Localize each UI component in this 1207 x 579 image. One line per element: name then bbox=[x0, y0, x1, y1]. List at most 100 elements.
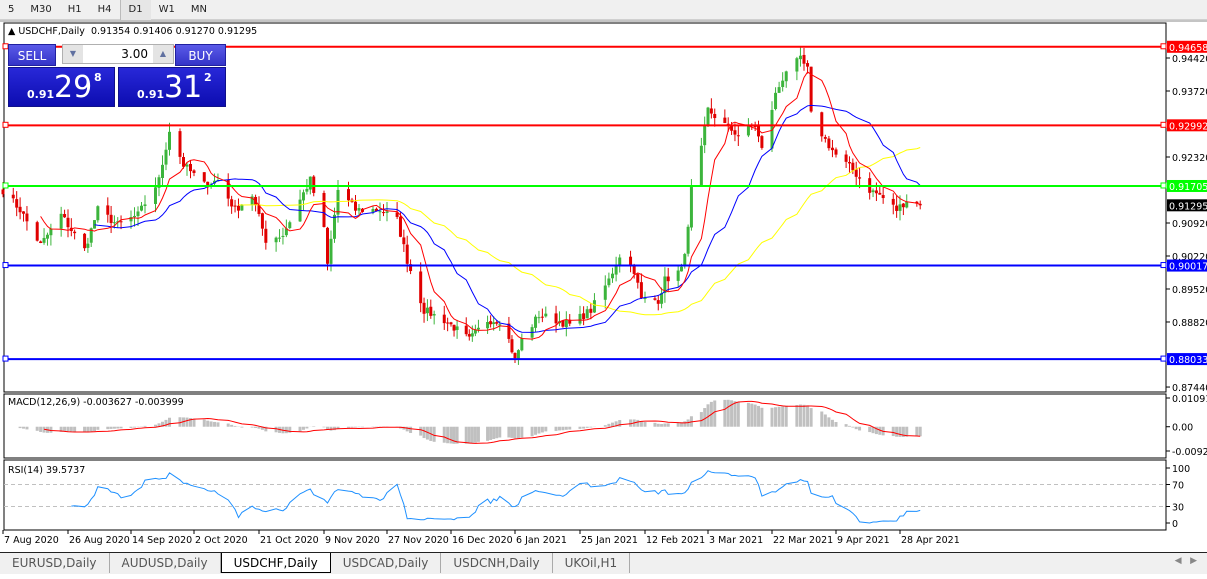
tab-usdchf[interactable]: USDCHF,Daily bbox=[220, 553, 331, 573]
buy-button[interactable]: BUY bbox=[175, 44, 226, 66]
bear-candle bbox=[449, 322, 453, 325]
macd-histogram-bar bbox=[806, 405, 810, 427]
macd-histogram-bar bbox=[93, 426, 97, 432]
bull-candle bbox=[336, 189, 340, 215]
macd-histogram-bar bbox=[66, 426, 70, 432]
rsi-panel[interactable] bbox=[3, 459, 1167, 531]
macd-histogram-bar bbox=[452, 426, 456, 444]
bear-candle bbox=[257, 204, 261, 214]
bull-candle bbox=[607, 278, 611, 286]
sell-price-button[interactable]: 0.91 29 8 bbox=[8, 67, 115, 107]
macd-histogram-bar bbox=[298, 426, 302, 432]
macd-histogram-bar bbox=[216, 422, 220, 427]
date-axis-label: 22 Mar 2021 bbox=[773, 535, 833, 546]
level-handle[interactable] bbox=[1160, 43, 1167, 50]
macd-label: MACD(12,26,9) -0.003627 -0.003999 bbox=[8, 397, 184, 408]
bull-candle bbox=[154, 187, 157, 204]
macd-histogram-bar bbox=[603, 425, 607, 427]
bear-candle bbox=[189, 163, 192, 172]
increase-lot-icon[interactable]: ▲ bbox=[153, 45, 173, 63]
timeframe-5[interactable]: 5 bbox=[8, 3, 15, 15]
macd-histogram-bar bbox=[336, 426, 340, 429]
buy-price-pip: 2 bbox=[204, 71, 212, 84]
level-handle[interactable] bbox=[2, 355, 9, 362]
macd-histogram-bar bbox=[425, 426, 429, 440]
bear-candle bbox=[918, 203, 922, 206]
bear-candle bbox=[632, 266, 636, 274]
macd-histogram-bar bbox=[746, 402, 750, 427]
bull-candle bbox=[45, 234, 49, 239]
date-axis-label: 6 Jan 2021 bbox=[516, 535, 567, 546]
bear-candle bbox=[830, 147, 834, 151]
bull-candle bbox=[274, 237, 278, 243]
macd-histogram-bar bbox=[39, 426, 43, 432]
tab-usdcnh[interactable]: USDCNH,Daily bbox=[441, 553, 553, 573]
macd-histogram-bar bbox=[86, 426, 90, 433]
macd-histogram-bar bbox=[540, 426, 544, 433]
macd-histogram-bar bbox=[874, 426, 878, 435]
level-handle[interactable] bbox=[1160, 355, 1167, 362]
macd-histogram-bar bbox=[209, 421, 213, 427]
bear-candle bbox=[83, 233, 87, 249]
level-price-tag bbox=[1167, 40, 1207, 53]
level-handle[interactable] bbox=[2, 182, 9, 189]
level-handle[interactable] bbox=[1160, 262, 1167, 269]
buy-price-button[interactable]: 0.91 31 2 bbox=[118, 67, 226, 107]
decrease-lot-icon[interactable]: ▼ bbox=[63, 45, 83, 63]
sell-button[interactable]: SELL bbox=[8, 44, 56, 66]
level-handle[interactable] bbox=[1160, 121, 1167, 128]
lot-size-stepper[interactable]: ▼ 3.00 ▲ bbox=[62, 44, 174, 64]
bull-candle bbox=[703, 126, 707, 146]
tab-scroll-arrows[interactable]: ◀ ▶ bbox=[1174, 556, 1197, 566]
level-handle[interactable] bbox=[2, 121, 9, 128]
macd-histogram-bar bbox=[129, 426, 133, 428]
one-click-trading-panel: SELL ▼ 3.00 ▲ BUY 0.91 29 8 0.91 31 2 bbox=[6, 43, 226, 108]
macd-histogram-bar bbox=[516, 426, 520, 439]
bull-candle bbox=[660, 293, 664, 304]
bull-candle bbox=[905, 201, 909, 208]
timeframe-mn[interactable]: MN bbox=[190, 3, 207, 15]
bull-candle bbox=[564, 320, 568, 328]
level-price-tag bbox=[1167, 119, 1207, 132]
bull-candle bbox=[385, 211, 389, 213]
bear-candle bbox=[656, 300, 660, 304]
bear-candle bbox=[429, 306, 433, 316]
macd-histogram-bar bbox=[676, 422, 680, 427]
bear-candle bbox=[802, 54, 806, 64]
tab-eurusd[interactable]: EURUSD,Daily bbox=[0, 553, 110, 573]
macd-histogram-bar bbox=[895, 426, 899, 437]
bull-candle bbox=[699, 145, 703, 187]
macd-panel[interactable] bbox=[3, 393, 1167, 459]
timeframe-d1[interactable]: D1 bbox=[119, 0, 151, 20]
bear-candle bbox=[467, 334, 471, 337]
macd-histogram-bar bbox=[260, 426, 264, 430]
bear-candle bbox=[402, 237, 406, 245]
tab-usdcad[interactable]: USDCAD,Daily bbox=[331, 553, 442, 573]
bull-candle bbox=[470, 333, 474, 337]
macd-histogram-bar bbox=[178, 417, 182, 427]
rsi-axis-label: 70 bbox=[1172, 481, 1184, 492]
bear-candle bbox=[264, 228, 268, 243]
bear-candle bbox=[354, 201, 357, 211]
timeframe-m30[interactable]: M30 bbox=[30, 3, 52, 15]
timeframe-h4[interactable]: H4 bbox=[97, 3, 112, 15]
level-handle[interactable] bbox=[1160, 182, 1167, 189]
tab-audusd[interactable]: AUDUSD,Daily bbox=[110, 553, 221, 573]
bear-candle bbox=[513, 352, 517, 359]
timeframe-h1[interactable]: H1 bbox=[67, 3, 82, 15]
bull-candle bbox=[746, 125, 750, 136]
bull-candle bbox=[611, 273, 614, 279]
macd-histogram-bar bbox=[753, 404, 757, 427]
rsi-label: RSI(14) 39.5737 bbox=[8, 465, 85, 476]
lot-size-input[interactable]: 3.00 bbox=[121, 47, 148, 61]
timeframe-w1[interactable]: W1 bbox=[158, 3, 175, 15]
bear-candle bbox=[510, 339, 514, 353]
bull-candle bbox=[498, 324, 502, 326]
level-handle[interactable] bbox=[2, 262, 9, 269]
macd-histogram-bar bbox=[486, 426, 490, 441]
macd-histogram-bar bbox=[757, 405, 761, 427]
tab-ukoil[interactable]: UKOil,H1 bbox=[553, 553, 631, 573]
